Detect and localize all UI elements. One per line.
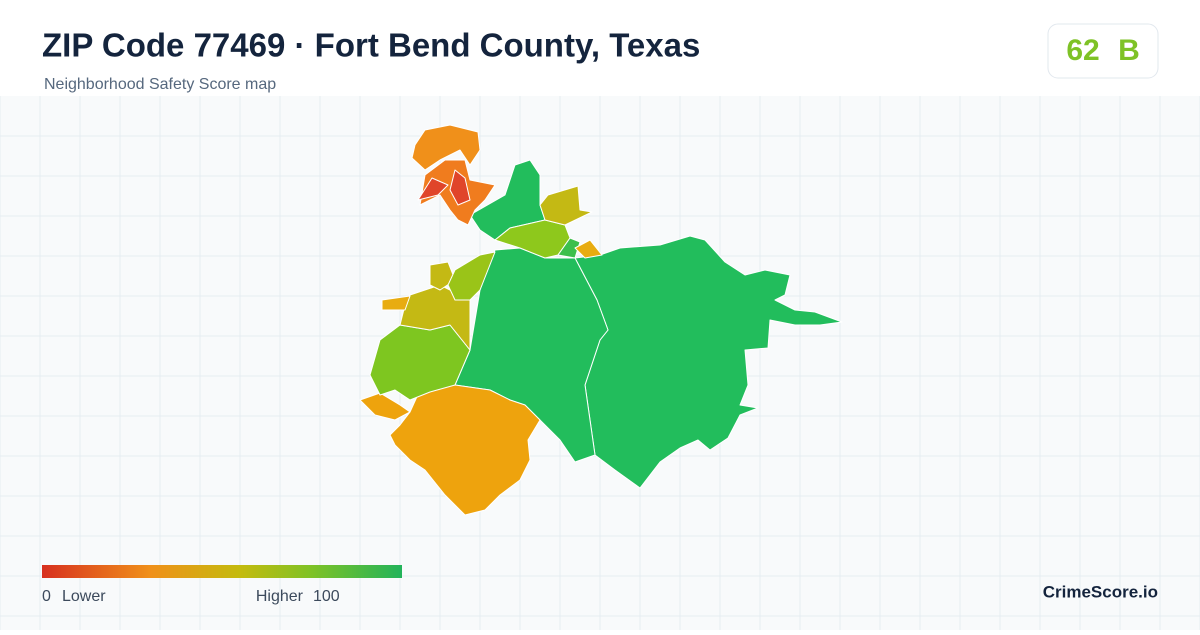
area (574, 239, 603, 259)
area (381, 295, 411, 311)
brand: CrimeScore.io (1043, 582, 1158, 601)
area (417, 177, 449, 201)
area (449, 169, 471, 206)
subtitle: Neighborhood Safety Score map (44, 76, 276, 93)
area (557, 237, 581, 259)
legend-max-label: Higher (256, 588, 304, 605)
legend-min: 0 (42, 588, 51, 605)
area (389, 384, 541, 516)
score-badge (1047, 23, 1159, 79)
area (574, 235, 843, 489)
area (447, 251, 496, 301)
score-grade: B (1118, 34, 1140, 67)
area (539, 185, 593, 226)
score-value: 62 (1066, 34, 1099, 67)
area (411, 124, 481, 171)
legend-gradient (42, 565, 402, 578)
legend-min-label: Lower (62, 588, 106, 605)
zip-map (359, 124, 843, 516)
legend-max: 100 (313, 588, 340, 605)
title: ZIP Code 77469 · Fort Bend County, Texas (42, 27, 700, 64)
